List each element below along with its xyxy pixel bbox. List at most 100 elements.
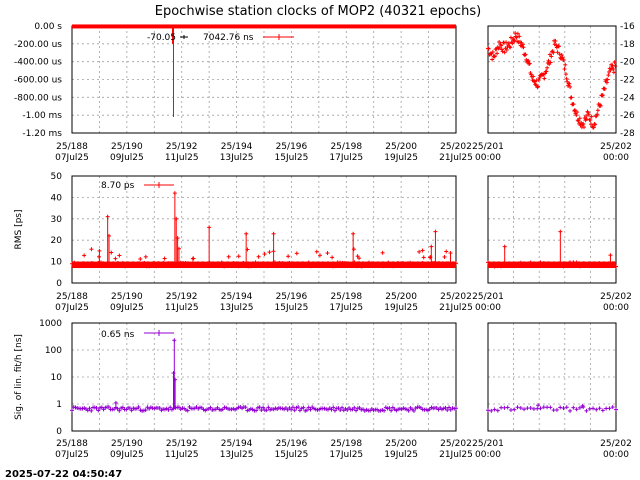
x-tick-label: 19Jul25 — [384, 450, 418, 460]
x-tick-label: 25/192 — [166, 292, 198, 302]
x-tick-label: 25/202 — [440, 439, 472, 449]
x-tick-label: 11Jul25 — [165, 153, 199, 163]
x-tick-label: 25/200 — [385, 439, 417, 449]
y-tick-label: -26 — [620, 111, 635, 121]
rms-zoom-band — [488, 261, 616, 269]
x-tick-label: 07Jul25 — [55, 153, 89, 163]
x-tick-label: 00:00 — [475, 450, 501, 460]
legend-label: 0.65 ns — [101, 330, 135, 340]
rms-legend: 8.70 ps — [101, 181, 174, 191]
x-tick-label: 11Jul25 — [165, 303, 199, 313]
y-tick-label: 0.00 s — [34, 22, 62, 32]
x-tick-label: 25/196 — [276, 142, 308, 152]
x-tick-label: 09Jul25 — [110, 450, 144, 460]
y-axis-label: Sig. of lin. fit/h [ns] — [14, 334, 24, 420]
axes-frame — [487, 25, 617, 134]
clock-zoom-series — [486, 31, 618, 130]
legend-label: 7042.76 ns — [203, 33, 254, 43]
x-tick-label: 19Jul25 — [384, 153, 418, 163]
x-tick-label: 25/190 — [111, 292, 143, 302]
x-tick-label: 09Jul25 — [110, 153, 144, 163]
rms-series — [70, 191, 458, 269]
y-tick-label: 30 — [51, 215, 63, 225]
x-tick-label: 11Jul25 — [165, 450, 199, 460]
x-tick-label: 00:00 — [475, 153, 501, 163]
x-tick-label: 25/201 — [472, 292, 504, 302]
x-tick-label: 25/202 — [440, 142, 472, 152]
y-tick-label: -600.00 us — [14, 76, 62, 86]
y-tick-label: 1000 — [39, 319, 62, 329]
y-tick-label: -22 — [620, 76, 635, 86]
rms-zoom-series — [486, 229, 618, 269]
clock-band — [72, 24, 456, 29]
x-tick-label: 00:00 — [603, 153, 629, 163]
x-tick-label: 00:00 — [475, 303, 501, 313]
x-tick-label: 17Jul25 — [329, 303, 363, 313]
sigma-zoom-series — [486, 403, 618, 413]
x-tick-label: 13Jul25 — [220, 153, 254, 163]
x-tick-label: 21Jul25 — [439, 303, 473, 313]
clock-legend: -70.05 7042.76 ns — [147, 33, 294, 43]
y-tick-label: -16 — [620, 22, 635, 32]
x-tick-label: 25/202 — [600, 142, 632, 152]
clock-series — [72, 24, 456, 117]
y-tick-label: 40 — [51, 193, 63, 203]
x-tick-label: 19Jul25 — [384, 303, 418, 313]
x-tick-label: 25/190 — [111, 142, 143, 152]
y-tick-label: -28 — [620, 129, 635, 139]
x-tick-label: 13Jul25 — [220, 303, 254, 313]
x-tick-label: 17Jul25 — [329, 450, 363, 460]
y-tick-label: -400.00 us — [14, 58, 62, 68]
y-tick-label: -200.00 us — [14, 40, 62, 50]
rms-zoom-panel — [487, 175, 617, 284]
y-tick-label: 10 — [51, 373, 63, 383]
x-tick-label: 21Jul25 — [439, 153, 473, 163]
sigma-legend: 0.65 ns — [101, 330, 174, 340]
x-tick-label: 25/201 — [472, 142, 504, 152]
y-tick-label: 1 — [56, 400, 62, 410]
chart-title: Epochwise station clocks of MOP2 (40321 … — [155, 4, 481, 19]
axes-frame — [71, 322, 457, 432]
axes-frame — [487, 322, 617, 432]
x-tick-label: 07Jul25 — [55, 450, 89, 460]
x-tick-label: 25/188 — [56, 142, 88, 152]
y-axis-label: RMS [ps] — [14, 209, 24, 249]
x-tick-label: 25/196 — [276, 292, 308, 302]
x-tick-label: 00:00 — [603, 303, 629, 313]
y-tick-label: 10 — [51, 258, 63, 268]
x-tick-label: 25/198 — [330, 142, 362, 152]
x-tick-label: 25/188 — [56, 292, 88, 302]
x-tick-label: 25/202 — [600, 439, 632, 449]
timestamp-label: 2025-07-22 04:50:47 — [5, 469, 122, 480]
y-tick-label: -1.00 ms — [22, 111, 62, 121]
x-tick-label: 25/200 — [385, 292, 417, 302]
y-tick-label: -24 — [620, 93, 635, 103]
x-tick-label: 25/188 — [56, 439, 88, 449]
x-tick-label: 25/192 — [166, 142, 198, 152]
x-tick-label: 00:00 — [603, 450, 629, 460]
x-tick-label: 25/202 — [440, 292, 472, 302]
x-tick-label: 25/201 — [472, 439, 504, 449]
axes-frame — [487, 175, 617, 284]
legend-label: 8.70 ps — [101, 181, 135, 191]
x-tick-label: 25/194 — [221, 439, 253, 449]
x-tick-label: 25/194 — [221, 292, 253, 302]
x-tick-label: 15Jul25 — [275, 303, 309, 313]
y-tick-label: -20 — [620, 58, 635, 68]
x-tick-label: 15Jul25 — [275, 450, 309, 460]
sigma-panel — [71, 322, 457, 432]
x-tick-label: 25/194 — [221, 142, 253, 152]
y-tick-label: 50 — [51, 172, 63, 182]
y-tick-label: 100 — [45, 346, 62, 356]
x-tick-label: 25/192 — [166, 439, 198, 449]
axes-frame — [71, 175, 457, 284]
x-tick-label: 07Jul25 — [55, 303, 89, 313]
sigma-zoom-panel — [487, 322, 617, 432]
